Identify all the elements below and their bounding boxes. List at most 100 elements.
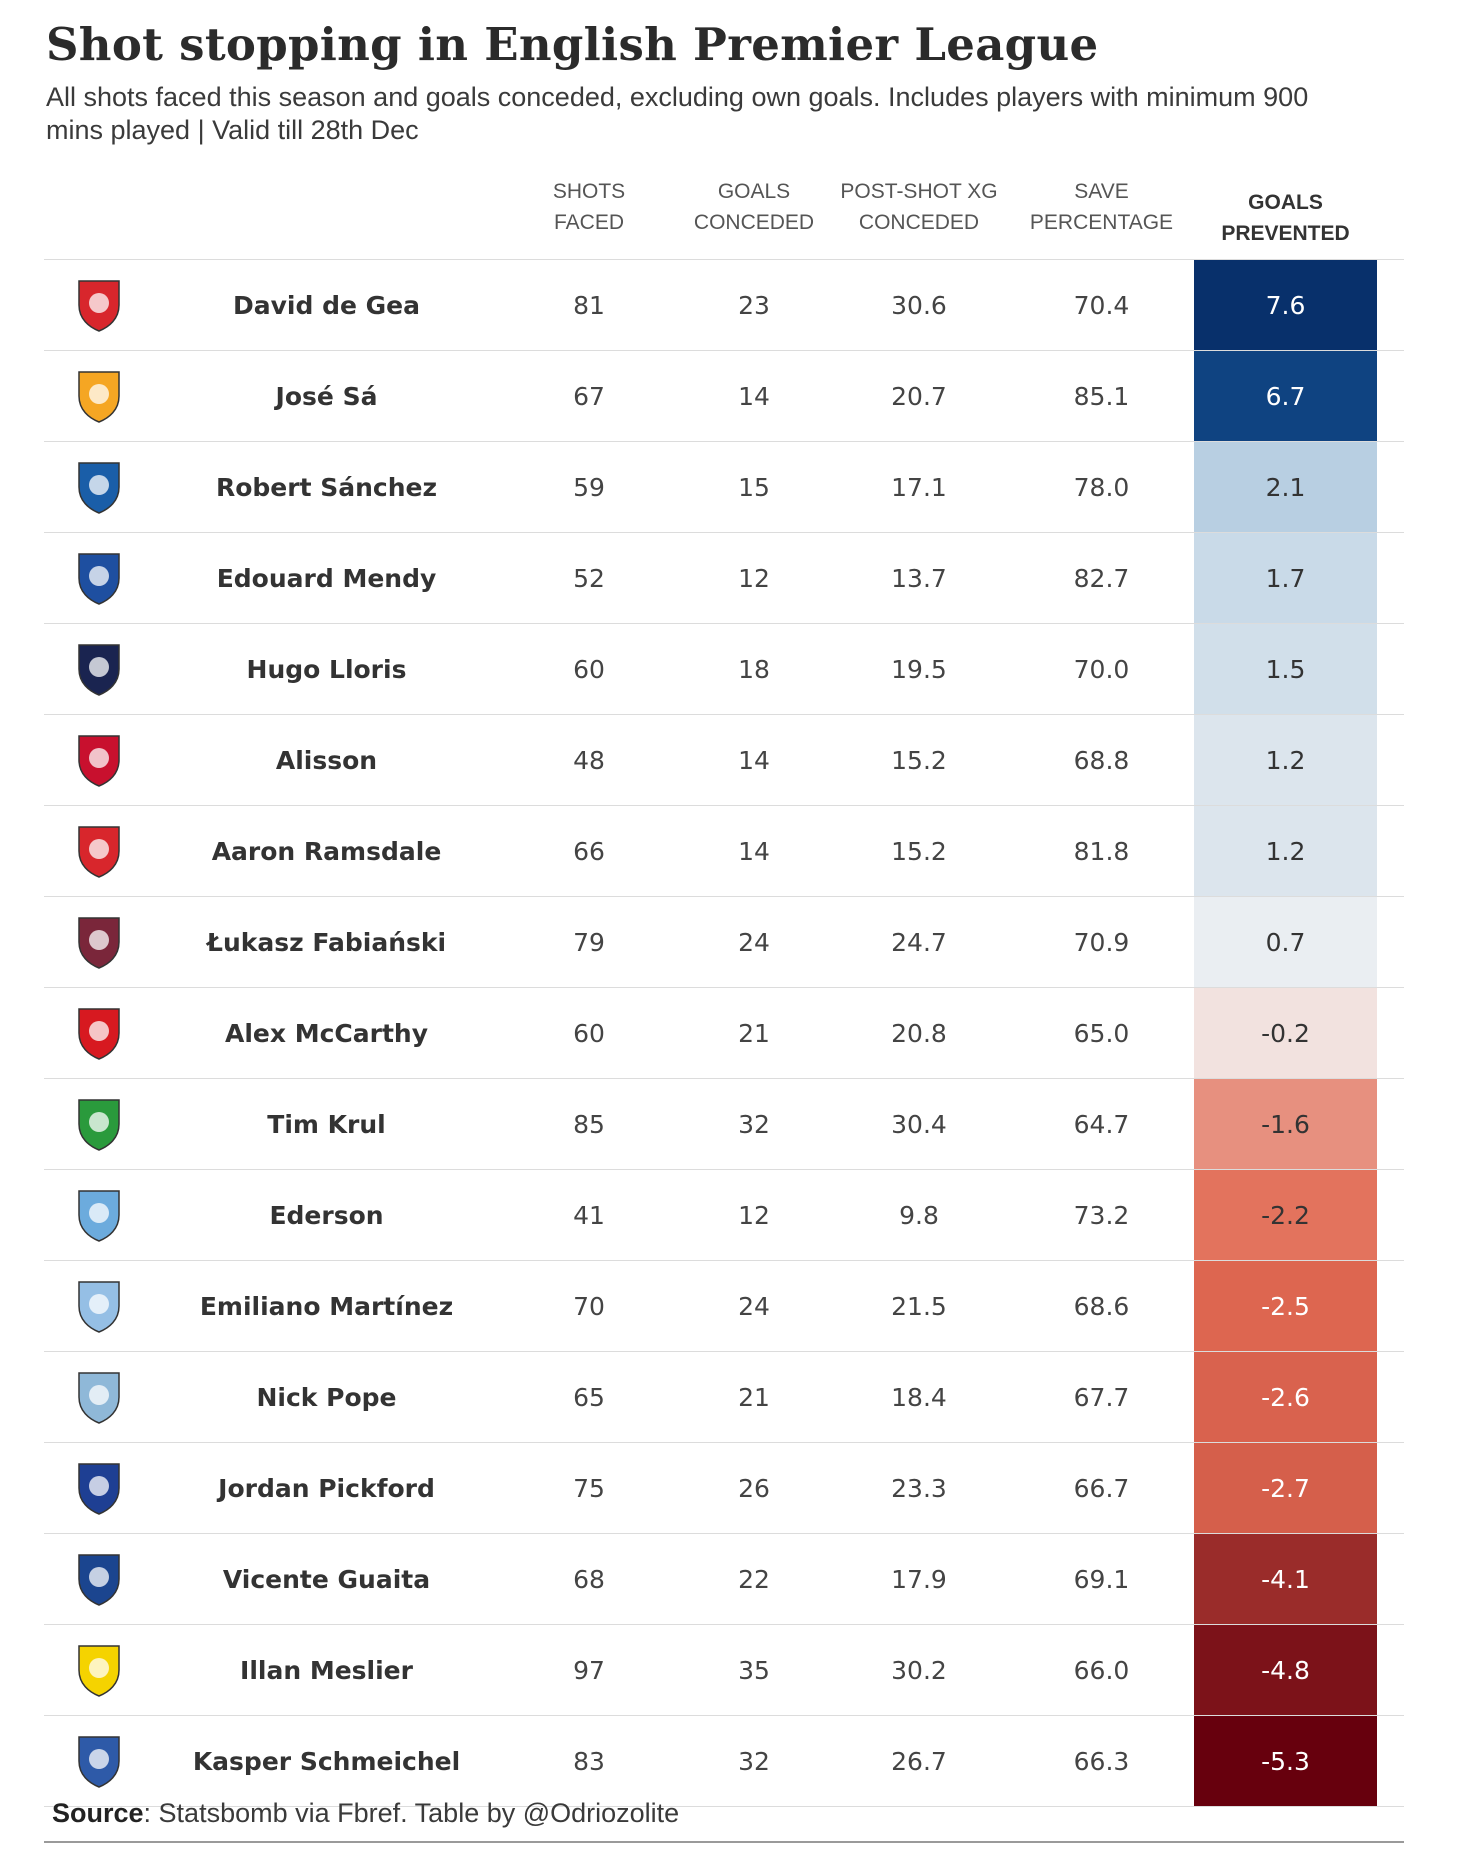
goals-conceded-value: 26 [738, 1473, 770, 1503]
everton-crest-icon [44, 1443, 154, 1533]
table-row: Łukasz Fabiański 79 24 24.7 70.9 0.7 [44, 897, 1404, 988]
header-save-line2: PERCENTAGE [1029, 211, 1174, 234]
psxg-conceded-value: 19.5 [891, 654, 947, 684]
save-percentage-value: 70.4 [1073, 290, 1130, 320]
goals-prevented-value: 1.7 [1194, 533, 1377, 623]
burnley-crest-icon [44, 1352, 154, 1442]
goals-conceded-value: 23 [738, 290, 770, 320]
save-percentage-value: 85.1 [1073, 381, 1130, 411]
source-note: Source: Statsbomb via Fbref. Table by @O… [52, 1798, 679, 1829]
goals-conceded-value: 15 [738, 472, 770, 502]
header-goals-prevented: GOALS PREVENTED [1194, 176, 1377, 259]
header-goals-conceded: GOALS CONCEDED [679, 176, 829, 259]
table-row: Kasper Schmeichel 83 32 26.7 66.3 -5.3 [44, 1716, 1404, 1807]
header-psxg-line1: POST-SHOT XG [840, 180, 998, 203]
goals-conceded-value: 18 [738, 654, 770, 684]
goals-prevented-value: -0.2 [1194, 988, 1377, 1078]
goals-prevented-value: 0.7 [1194, 897, 1377, 987]
goals-prevented-value: 2.1 [1194, 442, 1377, 532]
player-name: Emiliano Martínez [199, 1291, 454, 1321]
player-name: Hugo Lloris [246, 654, 407, 684]
table-header: SHOTS FACED GOALS CONCEDED POST-SHOT XG … [44, 176, 1404, 260]
goals-conceded-value: 12 [738, 563, 770, 593]
header-save-line1: SAVE [1074, 180, 1129, 203]
goals-conceded-value: 24 [738, 927, 770, 957]
shots-faced-value: 48 [573, 745, 605, 775]
player-name: Vicente Guaita [222, 1564, 431, 1594]
save-percentage-value: 73.2 [1073, 1200, 1130, 1230]
save-percentage-value: 66.7 [1073, 1473, 1130, 1503]
leicester-crest-icon [44, 1716, 154, 1806]
psxg-conceded-value: 15.2 [891, 836, 947, 866]
header-goals-line1: GOALS [717, 180, 791, 203]
psxg-conceded-value: 26.7 [891, 1746, 947, 1776]
player-name: Edouard Mendy [216, 563, 437, 593]
southampton-crest-icon [44, 988, 154, 1078]
goals-conceded-value: 35 [738, 1655, 770, 1685]
man-utd-crest-icon [44, 260, 154, 350]
wolves-crest-icon [44, 351, 154, 441]
player-name: David de Gea [233, 290, 420, 320]
goals-conceded-value: 21 [738, 1382, 770, 1412]
table-row: Emiliano Martínez 70 24 21.5 68.6 -2.5 [44, 1261, 1404, 1352]
source-label: Source [52, 1798, 144, 1828]
shots-faced-value: 83 [573, 1746, 605, 1776]
west-ham-crest-icon [44, 897, 154, 987]
table-row: Edouard Mendy 52 12 13.7 82.7 1.7 [44, 533, 1404, 624]
goals-prevented-value: -1.6 [1194, 1079, 1377, 1169]
table-body: David de Gea 81 23 30.6 70.4 7.6 José Sá 67 14 20… [44, 260, 1404, 1807]
save-percentage-value: 81.8 [1073, 836, 1130, 866]
psxg-conceded-value: 23.3 [891, 1473, 947, 1503]
psxg-conceded-value: 15.2 [891, 745, 947, 775]
goals-prevented-value: -2.7 [1194, 1443, 1377, 1533]
goals-prevented-value: 1.2 [1194, 806, 1377, 896]
psxg-conceded-value: 17.9 [891, 1564, 947, 1594]
save-percentage-value: 67.7 [1073, 1382, 1130, 1412]
goals-prevented-value: -2.6 [1194, 1352, 1377, 1442]
goals-conceded-value: 22 [738, 1564, 770, 1594]
save-percentage-value: 82.7 [1073, 563, 1130, 593]
bottom-rule [44, 1841, 1404, 1843]
table-row: Ederson 41 12 9.8 73.2 -2.2 [44, 1170, 1404, 1261]
goals-prevented-value: 1.2 [1194, 715, 1377, 805]
source-text: : Statsbomb via Fbref. Table by @Odriozo… [143, 1798, 680, 1828]
crystal-palace-crest-icon [44, 1534, 154, 1624]
shots-faced-value: 52 [573, 563, 605, 593]
table-row: Alex McCarthy 60 21 20.8 65.0 -0.2 [44, 988, 1404, 1079]
shots-faced-value: 68 [573, 1564, 605, 1594]
psxg-conceded-value: 17.1 [891, 472, 947, 502]
header-save-percentage: SAVE PERCENTAGE [1009, 176, 1194, 259]
player-name: Kasper Schmeichel [192, 1746, 461, 1776]
liverpool-crest-icon [44, 715, 154, 805]
save-percentage-value: 66.3 [1073, 1746, 1130, 1776]
table-row: Tim Krul 85 32 30.4 64.7 -1.6 [44, 1079, 1404, 1170]
psxg-conceded-value: 30.4 [891, 1109, 947, 1139]
psxg-conceded-value: 24.7 [891, 927, 947, 957]
header-gp-line1: GOALS [1248, 190, 1323, 214]
header-shots-faced: SHOTS FACED [499, 176, 679, 259]
save-percentage-value: 70.9 [1073, 927, 1130, 957]
shots-faced-value: 66 [573, 836, 605, 866]
table-row: José Sá 67 14 20.7 85.1 6.7 [44, 351, 1404, 442]
player-name: Ederson [269, 1200, 384, 1230]
save-percentage-value: 69.1 [1073, 1564, 1130, 1594]
man-city-crest-icon [44, 1170, 154, 1260]
player-name: Tim Krul [267, 1109, 386, 1139]
player-name: Łukasz Fabiański [206, 927, 447, 957]
psxg-conceded-value: 20.7 [891, 381, 947, 411]
psxg-conceded-value: 20.8 [891, 1018, 947, 1048]
header-shots-line2: FACED [553, 211, 624, 234]
goals-prevented-value: 6.7 [1194, 351, 1377, 441]
player-name: Jordan Pickford [218, 1473, 435, 1503]
goals-prevented-value: -4.1 [1194, 1534, 1377, 1624]
shots-faced-value: 65 [573, 1382, 605, 1412]
save-percentage-value: 68.8 [1073, 745, 1130, 775]
player-name: Nick Pope [256, 1382, 397, 1412]
player-name: José Sá [275, 381, 378, 411]
save-percentage-value: 70.0 [1073, 654, 1130, 684]
player-name: Alisson [275, 745, 378, 775]
header-spacer [44, 176, 499, 259]
header-psxg-conceded: POST-SHOT XG CONCEDED [829, 176, 1009, 259]
psxg-conceded-value: 21.5 [891, 1291, 947, 1321]
save-percentage-value: 66.0 [1073, 1655, 1130, 1685]
